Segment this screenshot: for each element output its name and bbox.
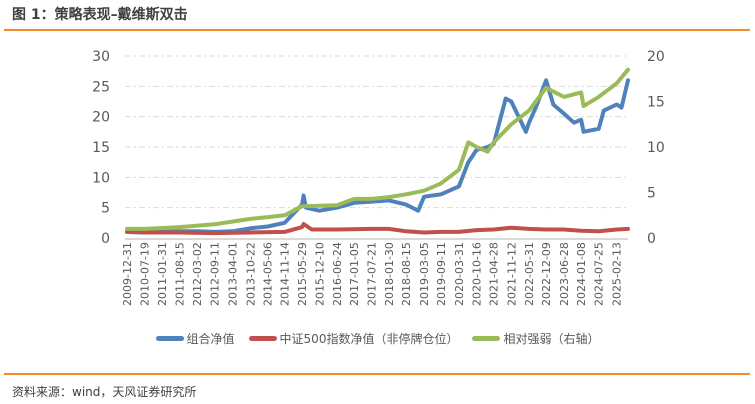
right-tick-label: 15 xyxy=(647,95,665,111)
source-note: 资料来源：wind，天风证券研究所 xyxy=(12,385,197,399)
top-rule xyxy=(4,29,750,31)
x-tick-label: 2022-05-31 xyxy=(523,242,536,306)
x-tick-label: 2021-04-28 xyxy=(488,242,501,306)
x-tick-label: 2017-07-21 xyxy=(366,242,379,306)
x-tick-label: 2025-02-13 xyxy=(611,242,624,306)
x-tick-label: 2018-08-15 xyxy=(400,242,413,306)
x-tick-label: 2024-01-08 xyxy=(575,242,588,306)
left-tick-label: 5 xyxy=(101,201,110,217)
legend-item: 组合净值 xyxy=(155,330,235,347)
x-tick-label: 2016-06-24 xyxy=(331,242,344,306)
left-tick-label: 15 xyxy=(92,140,110,156)
x-tick-label: 2018-01-30 xyxy=(383,242,396,306)
right-tick-label: 10 xyxy=(647,140,665,156)
x-tick-label: 2009-12-31 xyxy=(121,242,134,306)
right-tick-label: 0 xyxy=(647,231,656,247)
x-tick-label: 2021-11-12 xyxy=(505,242,518,306)
chart: 0 5 10 15 20 25 30 0 5 10 15 20 2009-12-31 2010-07-19… xyxy=(92,49,665,306)
x-tick-label: 2010-07-19 xyxy=(139,242,152,306)
x-tick-label: 2024-07-25 xyxy=(593,242,606,306)
right-tick-label: 20 xyxy=(647,49,665,65)
series-line-2 xyxy=(125,67,630,231)
x-tick-label: 2023-06-28 xyxy=(558,242,571,306)
x-tick-label: 2019-03-05 xyxy=(418,242,431,306)
bottom-rule xyxy=(4,373,750,375)
left-tick-label: 0 xyxy=(101,231,110,247)
x-tick-label: 2013-04-01 xyxy=(226,242,239,306)
x-tick-label: 2015-05-29 xyxy=(296,242,309,306)
x-tick-label: 2020-10-16 xyxy=(471,242,484,306)
left-tick-label: 10 xyxy=(92,170,110,186)
right-tick-label: 5 xyxy=(647,186,656,202)
x-tick-label: 2017-01-05 xyxy=(348,242,361,306)
legend-item: 相对强弱（右轴） xyxy=(472,330,599,347)
legend-swatch xyxy=(248,336,277,341)
x-tick-label: 2014-11-14 xyxy=(279,242,292,306)
legend-label: 相对强弱（右轴） xyxy=(503,332,600,346)
x-tick-label: 2013-10-22 xyxy=(244,242,257,306)
series-line-0 xyxy=(125,78,630,235)
legend-swatch xyxy=(155,336,184,341)
x-tick-label: 2019-09-11 xyxy=(435,242,448,306)
x-tick-label: 2022-12-09 xyxy=(540,242,553,306)
left-tick-label: 30 xyxy=(92,49,110,65)
x-tick-label: 2012-09-11 xyxy=(208,242,221,306)
left-tick-label: 20 xyxy=(92,110,110,126)
figure-title: 图 1：策略表现–戴维斯双击 xyxy=(12,7,188,23)
x-tick-label: 2011-01-31 xyxy=(156,242,169,306)
x-tick-label: 2020-03-31 xyxy=(453,242,466,306)
legend: 组合净值 中证500指数净值（非停牌仓位） 相对强弱（右轴） xyxy=(0,330,755,347)
x-tick-label: 2012-03-02 xyxy=(191,242,204,306)
legend-item: 中证500指数净值（非停牌仓位） xyxy=(248,330,459,347)
x-tick-label: 2014-05-06 xyxy=(262,242,275,306)
legend-label: 组合净值 xyxy=(186,332,235,346)
series-line-1 xyxy=(125,222,630,236)
x-tick-label: 2015-12-10 xyxy=(313,242,326,306)
left-tick-label: 25 xyxy=(92,79,110,95)
x-tick-label: 2011-08-15 xyxy=(173,242,186,306)
legend-swatch xyxy=(472,336,501,341)
legend-label: 中证500指数净值（非停牌仓位） xyxy=(279,332,459,346)
